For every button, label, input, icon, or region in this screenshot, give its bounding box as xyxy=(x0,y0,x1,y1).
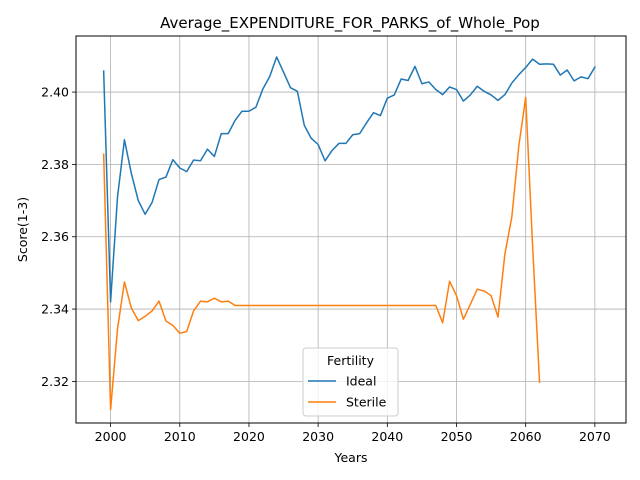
series-line-sterile xyxy=(102,96,541,411)
x-axis-label: Years xyxy=(334,450,368,465)
legend-label-ideal: Ideal xyxy=(346,374,376,389)
x-tick-label: 2010 xyxy=(164,429,196,444)
y-tick-label: 2.40 xyxy=(41,85,69,100)
y-axis-label: Score(1-3) xyxy=(15,197,30,262)
plot-area-frame xyxy=(75,35,627,424)
legend-label-sterile: Sterile xyxy=(346,395,387,410)
x-axis-ticks: 2000 2010 2020 2030 2040 2050 2060 2070 xyxy=(95,423,611,444)
y-tick-label: 2.36 xyxy=(41,229,69,244)
x-tick-label: 2050 xyxy=(441,429,473,444)
x-tick-label: 2040 xyxy=(371,429,403,444)
x-tick-label: 2060 xyxy=(510,429,542,444)
y-tick-label: 2.32 xyxy=(41,374,69,389)
x-tick-label: 2070 xyxy=(579,429,611,444)
y-tick-label: 2.38 xyxy=(41,157,69,172)
chart-title: Average_EXPENDITURE_FOR_PARKS_of_Whole_P… xyxy=(160,14,540,33)
series-line-ideal xyxy=(102,56,596,303)
y-axis-ticks: 2.32 2.34 2.36 2.38 2.40 xyxy=(41,85,76,389)
x-tick-label: 2020 xyxy=(233,429,265,444)
legend-title: Fertility xyxy=(327,353,375,368)
series-lines xyxy=(102,56,596,411)
legend: Fertility Ideal Sterile xyxy=(302,347,399,417)
legend-box xyxy=(302,347,399,417)
y-tick-label: 2.34 xyxy=(41,302,69,317)
x-tick-label: 2030 xyxy=(302,429,334,444)
x-tick-label: 2000 xyxy=(95,429,127,444)
